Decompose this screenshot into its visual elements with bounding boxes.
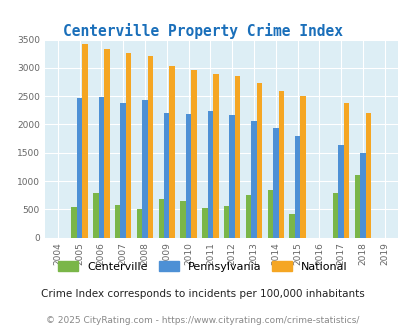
Bar [251,121,256,238]
Bar [213,74,218,238]
Bar [93,193,98,238]
Bar [300,96,305,238]
Bar [164,113,169,238]
Bar [136,209,142,238]
Bar [77,98,82,238]
Bar [332,193,338,238]
Bar [229,115,234,238]
Bar [343,103,349,238]
Bar [71,207,77,238]
Bar [158,199,164,238]
Bar [185,114,191,238]
Bar [191,70,196,238]
Bar [202,208,207,238]
Bar [245,195,251,238]
Text: Centerville Property Crime Index: Centerville Property Crime Index [63,23,342,39]
Bar [126,53,131,238]
Bar [234,76,240,238]
Bar [365,113,370,238]
Bar [267,190,273,238]
Bar [147,56,153,238]
Bar [354,175,359,238]
Bar [180,201,185,238]
Bar [207,111,213,238]
Bar [98,97,104,238]
Bar [82,44,87,238]
Bar [338,145,343,238]
Bar [294,136,300,238]
Bar [359,153,365,238]
Bar [256,83,262,238]
Bar [169,66,175,238]
Bar [120,103,126,238]
Text: Crime Index corresponds to incidents per 100,000 inhabitants: Crime Index corresponds to incidents per… [41,289,364,299]
Bar [273,128,278,238]
Bar [289,214,294,238]
Bar [104,49,109,238]
Bar [224,206,229,238]
Legend: Centerville, Pennsylvania, National: Centerville, Pennsylvania, National [53,256,352,276]
Bar [115,205,120,238]
Text: © 2025 CityRating.com - https://www.cityrating.com/crime-statistics/: © 2025 CityRating.com - https://www.city… [46,315,359,325]
Bar [142,100,147,238]
Bar [278,90,283,238]
